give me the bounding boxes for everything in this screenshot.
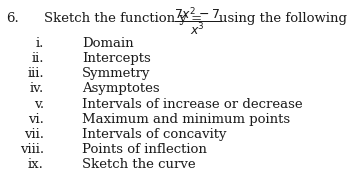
Text: $\dfrac{7x^2-7}{x^3}$: $\dfrac{7x^2-7}{x^3}$ [174,5,221,37]
Text: Intervals of increase or decrease: Intervals of increase or decrease [82,98,303,111]
Text: Domain: Domain [82,37,134,50]
Text: vii.: vii. [24,128,44,141]
Text: Intervals of concavity: Intervals of concavity [82,128,227,141]
Text: Points of inflection: Points of inflection [82,143,207,156]
Text: Asymptotes: Asymptotes [82,82,160,95]
Text: ix.: ix. [28,158,44,171]
Text: 6.: 6. [6,12,19,25]
Text: v.: v. [34,98,44,111]
Text: i.: i. [35,37,44,50]
Text: using the following steps.: using the following steps. [219,12,350,25]
Text: iv.: iv. [29,82,44,95]
Text: vi.: vi. [28,113,44,126]
Text: ii.: ii. [31,52,44,65]
Text: Sketch the function y =: Sketch the function y = [44,12,202,25]
Text: viii.: viii. [20,143,44,156]
Text: Maximum and minimum points: Maximum and minimum points [82,113,290,126]
Text: Sketch the curve: Sketch the curve [82,158,196,171]
Text: Intercepts: Intercepts [82,52,151,65]
Text: iii.: iii. [27,67,44,80]
Text: Symmetry: Symmetry [82,67,151,80]
